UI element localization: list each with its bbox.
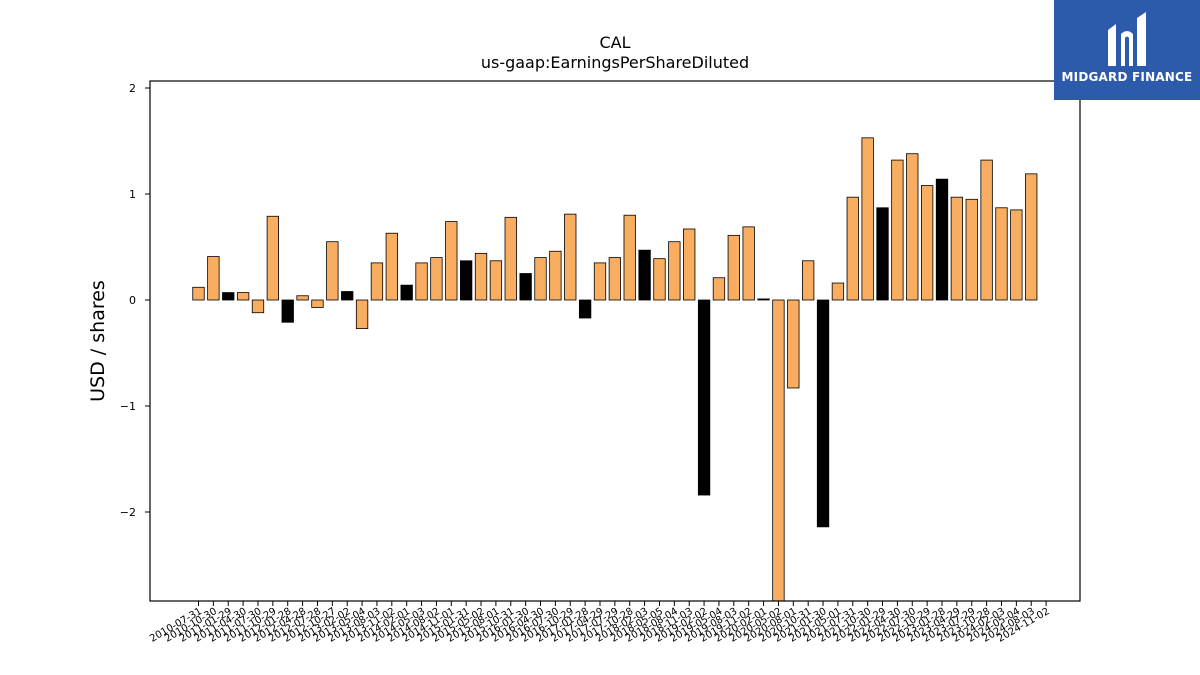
bar — [876, 207, 889, 301]
bar — [564, 213, 577, 301]
bar — [831, 282, 845, 301]
y-axis: 2 1 0 −1 −2 — [120, 82, 150, 519]
y-tick-label: 2 — [129, 82, 136, 95]
bar — [980, 159, 993, 301]
bar — [415, 262, 428, 301]
bar — [236, 292, 250, 301]
bar — [638, 249, 651, 301]
bar — [400, 284, 413, 301]
chart-subtitle: us-gaap:EarningsPerShareDiluted — [481, 53, 749, 72]
bar — [668, 241, 681, 301]
bar — [355, 299, 369, 330]
bar — [727, 234, 740, 301]
bar — [504, 216, 517, 301]
bar — [965, 198, 978, 301]
bar — [935, 178, 949, 301]
bars-group — [192, 137, 1038, 602]
bar — [489, 260, 503, 301]
bar — [1025, 173, 1038, 301]
bar — [757, 298, 770, 301]
bar — [326, 241, 339, 301]
bar — [712, 277, 726, 301]
bar — [311, 299, 324, 308]
bar — [222, 292, 235, 301]
bar — [341, 291, 354, 301]
y-tick-label: 1 — [129, 188, 136, 201]
bar — [802, 260, 815, 301]
bar — [445, 221, 458, 301]
bar — [460, 260, 473, 301]
bar — [474, 252, 488, 301]
bar — [385, 232, 398, 301]
x-axis: 2010-07-312010-10-302011-01-292011-04-30… — [148, 601, 1052, 645]
bar — [787, 299, 800, 389]
bar — [370, 262, 384, 301]
midgard-logo-icon — [1108, 12, 1146, 66]
bar — [1010, 209, 1023, 301]
bar — [623, 214, 636, 301]
y-tick-label: 0 — [129, 294, 136, 307]
bar — [995, 207, 1008, 301]
bar — [920, 185, 934, 301]
bar — [593, 262, 607, 301]
bar — [192, 286, 205, 301]
brand-logo: MIDGARD FINANCE — [1054, 0, 1200, 100]
y-axis-label: USD / shares — [87, 280, 109, 402]
chart-title: CAL — [599, 33, 630, 52]
bar — [519, 273, 532, 301]
bar — [683, 228, 696, 301]
bar — [549, 250, 562, 301]
bar — [891, 159, 904, 301]
bar — [906, 153, 919, 301]
bar — [534, 257, 547, 301]
bar — [653, 258, 666, 301]
bar — [861, 137, 874, 301]
bar — [281, 299, 294, 323]
bar — [697, 299, 711, 496]
logo-text: MIDGARD FINANCE — [1061, 70, 1193, 84]
bar — [846, 196, 859, 301]
bar — [578, 299, 592, 319]
bar — [296, 295, 309, 301]
plot-frame — [149, 80, 1081, 602]
bar — [608, 257, 622, 301]
bar — [251, 299, 265, 314]
bar — [266, 215, 280, 301]
bar — [816, 299, 830, 528]
bar — [207, 256, 220, 301]
bar — [772, 299, 785, 602]
bar — [742, 226, 755, 301]
y-tick-label: −1 — [120, 400, 136, 413]
y-tick-label: −2 — [120, 506, 136, 519]
bar — [430, 257, 443, 301]
bar — [950, 196, 964, 301]
